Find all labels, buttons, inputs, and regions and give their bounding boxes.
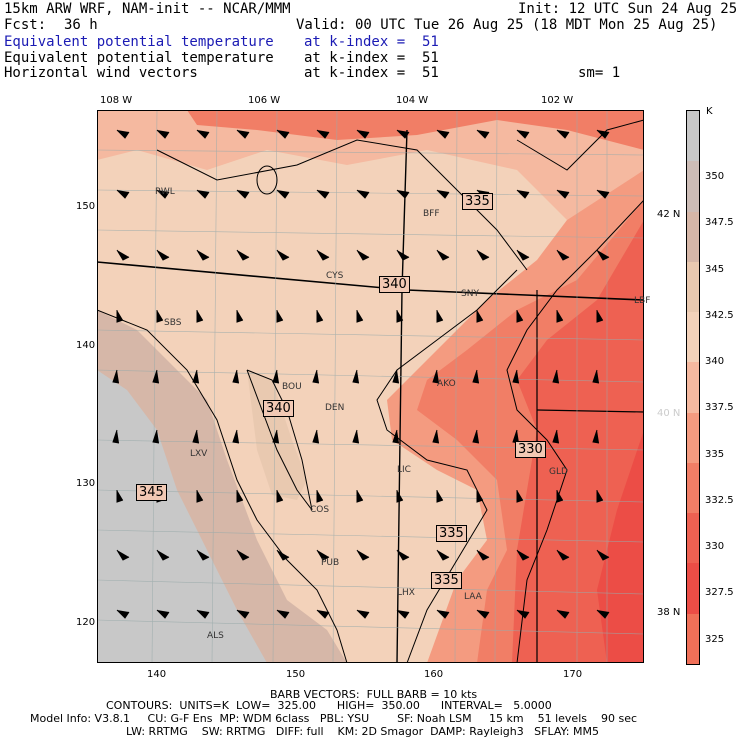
colorbar-swatch bbox=[687, 312, 699, 363]
colorbar-swatch bbox=[687, 362, 699, 413]
forecast-hour: 36 h bbox=[64, 17, 98, 33]
colorbar bbox=[686, 110, 700, 665]
colorbar-tick-label: 340 bbox=[705, 356, 725, 368]
colorbar-tick-label: 345 bbox=[705, 263, 725, 275]
colorbar-tick-label: 347.5 bbox=[705, 217, 734, 229]
field-name-3: Horizontal wind vectors bbox=[4, 65, 198, 81]
city-lbf: LBF bbox=[634, 296, 651, 306]
city-laa: LAA bbox=[464, 592, 482, 602]
model-title: 15km ARW WRF, NAM-init -- NCAR/MMM bbox=[4, 1, 291, 17]
colorbar-tick-label: 342.5 bbox=[705, 309, 734, 321]
city-lhx: LHX bbox=[397, 588, 415, 598]
colorbar-tick-label: 325 bbox=[705, 633, 725, 645]
city-rwl: RWL bbox=[155, 187, 175, 197]
city-pub: PUB bbox=[321, 558, 340, 568]
field-name-1: Equivalent potential temperature bbox=[4, 34, 274, 50]
colorbar-tick-label: 337.5 bbox=[705, 402, 734, 414]
field-level-2: at k-index = 51 bbox=[304, 50, 439, 66]
colorbar-tick-label: 330 bbox=[705, 541, 725, 553]
lon-label-106w: 106 W bbox=[248, 95, 281, 106]
city-den: DEN bbox=[325, 403, 345, 413]
x-tick: 170 bbox=[563, 669, 583, 680]
field-level-3: at k-index = 51 bbox=[304, 65, 439, 81]
contour-label: 340 bbox=[263, 400, 294, 417]
city-als: ALS bbox=[207, 631, 224, 641]
lat-label-40n: 40 N bbox=[657, 408, 681, 419]
valid-time: Valid: 00 UTC Tue 26 Aug 25 (18 MDT Mon … bbox=[296, 17, 718, 33]
city-bff: BFF bbox=[423, 209, 440, 219]
field-name-2: Equivalent potential temperature bbox=[4, 50, 274, 66]
forecast-label: Fcst: bbox=[4, 17, 47, 33]
colorbar-tick-label: 332.5 bbox=[705, 494, 734, 506]
city-cos: COS bbox=[310, 505, 330, 515]
colorbar-swatch bbox=[687, 211, 699, 262]
x-tick: 140 bbox=[147, 669, 167, 680]
physics-info: LW: RRTMG SW: RRTMG DIFF: full KM: 2D Sm… bbox=[126, 725, 599, 738]
contour-legend: CONTOURS: UNITS=K LOW= 325.00 HIGH= 350.… bbox=[106, 699, 552, 712]
city-lxv: LXV bbox=[190, 449, 208, 459]
city-gld: GLD bbox=[549, 467, 568, 477]
colorbar-swatch bbox=[687, 563, 699, 614]
colorbar-tick-label: 335 bbox=[705, 448, 725, 460]
colorbar-swatch bbox=[687, 261, 699, 313]
field-327 bbox=[597, 430, 644, 663]
field-347 bbox=[97, 370, 267, 663]
colorbar-tick-label: 350 bbox=[705, 171, 725, 183]
contour-label: 335 bbox=[431, 572, 462, 589]
y-tick: 130 bbox=[76, 478, 96, 489]
colorbar-unit: K bbox=[706, 106, 713, 117]
contour-label: 335 bbox=[462, 193, 493, 210]
x-tick: 160 bbox=[424, 669, 444, 680]
y-tick: 120 bbox=[76, 617, 96, 628]
field-level-1: at k-index = 51 bbox=[304, 34, 439, 50]
colorbar-tick-label: 327.5 bbox=[705, 587, 734, 599]
contour-label: 335 bbox=[436, 525, 467, 542]
city-sbs: SBS bbox=[164, 318, 182, 328]
city-ako: AKO bbox=[437, 379, 456, 389]
barb-legend: BARB VECTORS: FULL BARB = 10 kts bbox=[270, 688, 478, 701]
city-cys: CYS bbox=[326, 271, 344, 281]
field-333 bbox=[187, 110, 644, 150]
lon-label-102w: 102 W bbox=[541, 95, 574, 106]
contour-label: 330 bbox=[515, 441, 546, 458]
contours bbox=[97, 119, 644, 663]
colorbar-swatch bbox=[687, 462, 699, 514]
lat-label-42n: 42 N bbox=[657, 209, 681, 220]
model-info: Model Info: V3.8.1 CU: G-F Ens MP: WDM 6… bbox=[30, 712, 638, 725]
colorbar-swatch bbox=[687, 412, 699, 463]
contour-label: 340 bbox=[379, 276, 410, 293]
city-sny: SNY bbox=[461, 289, 479, 299]
colorbar-swatch bbox=[687, 513, 699, 564]
city-lic: LIC bbox=[397, 465, 411, 475]
x-tick: 150 bbox=[286, 669, 306, 680]
smoothing-label: sm= 1 bbox=[578, 65, 621, 81]
lat-label-38n: 38 N bbox=[657, 607, 681, 618]
field-337 bbox=[97, 110, 644, 220]
contour-label: 345 bbox=[136, 484, 167, 501]
colorbar-swatch bbox=[687, 161, 699, 212]
y-tick: 150 bbox=[76, 201, 96, 212]
wind-barbs bbox=[112, 129, 610, 619]
init-time: Init: 12 UTC Sun 24 Aug 25 bbox=[518, 1, 738, 17]
state-line-ne-ks bbox=[536, 409, 644, 413]
lon-label-108w: 108 W bbox=[100, 95, 133, 106]
county-grid bbox=[97, 110, 644, 663]
lon-label-104w: 104 W bbox=[396, 95, 429, 106]
city-bou: BOU bbox=[282, 382, 302, 392]
y-tick: 140 bbox=[76, 340, 96, 351]
theta-e-map bbox=[97, 110, 644, 663]
colorbar-swatch bbox=[687, 111, 699, 162]
colorbar-swatch bbox=[687, 613, 699, 664]
